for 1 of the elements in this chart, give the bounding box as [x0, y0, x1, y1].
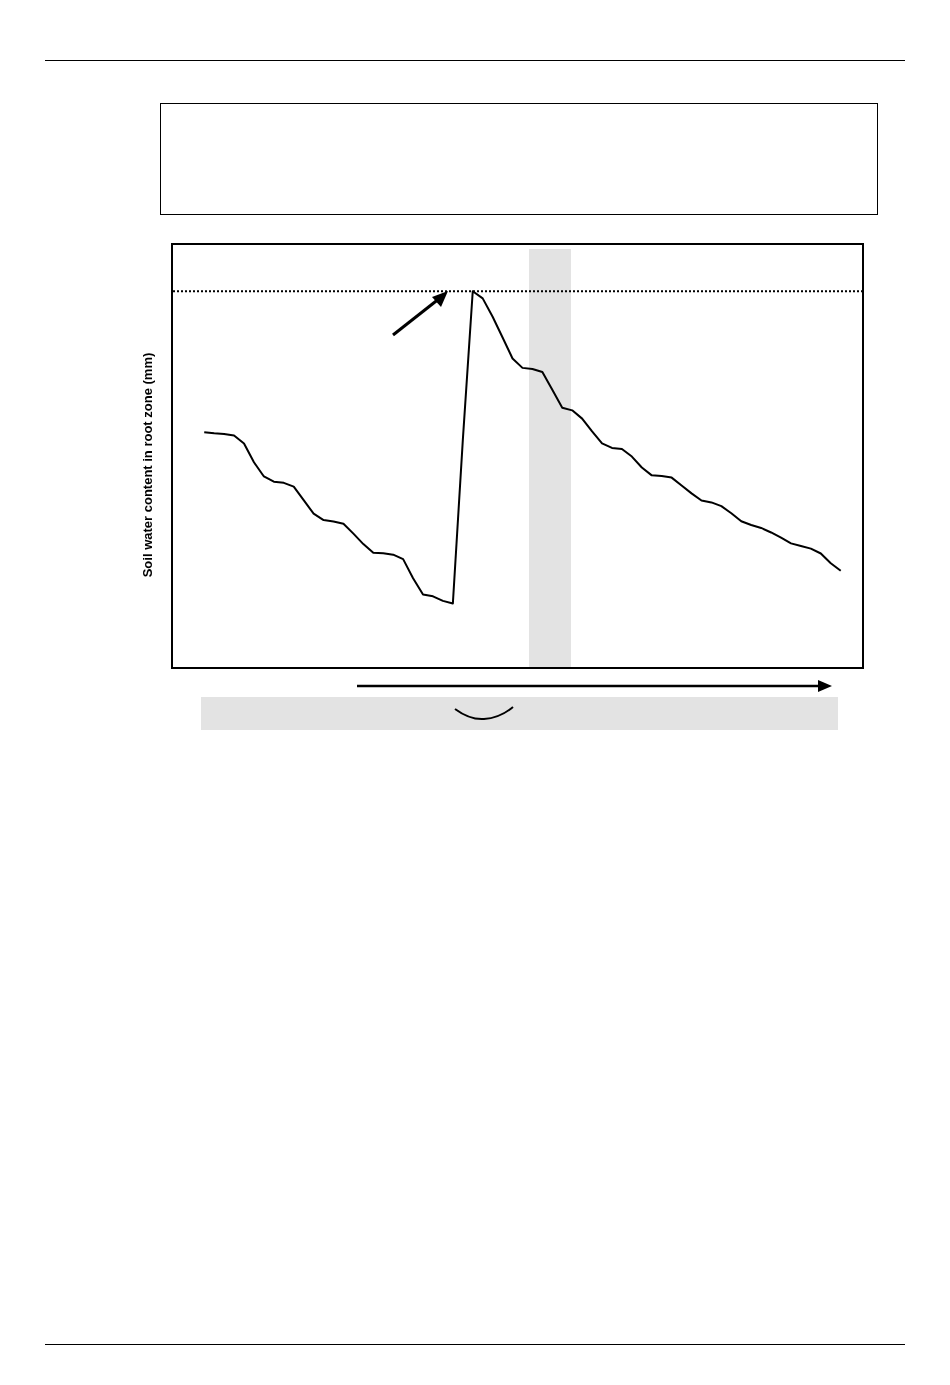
y-axis-title: Soil water content in root zone (mm)	[139, 352, 155, 578]
